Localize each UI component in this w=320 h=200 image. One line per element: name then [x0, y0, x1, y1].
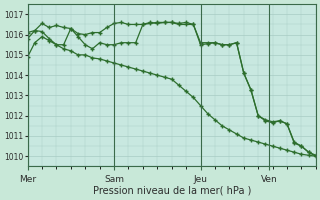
- X-axis label: Pression niveau de la mer( hPa ): Pression niveau de la mer( hPa ): [92, 186, 251, 196]
